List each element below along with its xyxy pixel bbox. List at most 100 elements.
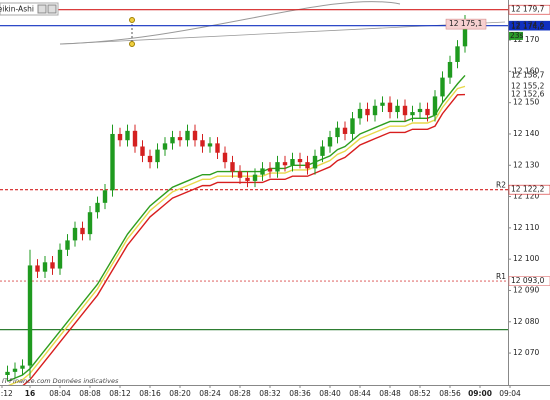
x-tick-label: 08:52 xyxy=(409,389,431,398)
y-tick-label: 12 160 xyxy=(513,66,539,75)
candle-body xyxy=(177,137,183,141)
candle-body xyxy=(207,143,213,147)
level-name: R1 xyxy=(496,272,506,281)
level-name: R2 xyxy=(496,181,506,190)
candle-body xyxy=(72,227,78,241)
candle-body xyxy=(440,77,445,97)
candle-body xyxy=(162,143,168,150)
candle-body xyxy=(350,118,355,134)
y-tick-label: 12 110 xyxy=(513,223,539,232)
candle-body xyxy=(447,61,453,78)
x-tick-label: 08:24 xyxy=(199,389,221,398)
x-tick-label: 09:04 xyxy=(499,389,521,398)
level-tag xyxy=(508,276,550,286)
drawing-curve xyxy=(59,1,401,45)
candle-body xyxy=(245,177,250,181)
x-tick-label: 08:08 xyxy=(79,389,101,398)
x-tick-label: 08:44 xyxy=(349,389,371,398)
level-label: 12 174,6 xyxy=(511,21,545,30)
candle-body xyxy=(305,162,310,169)
candle-body xyxy=(12,368,18,372)
candle-body xyxy=(102,190,108,203)
x-tick-label: 08:48 xyxy=(379,389,401,398)
candle-body xyxy=(455,46,460,62)
x-tick-label: 08:56 xyxy=(439,389,461,398)
ma-label: 12 152,6 xyxy=(511,90,545,99)
candle-body xyxy=(335,127,340,138)
candle-body xyxy=(275,162,280,172)
axis-marker-label: 12 174,2 xyxy=(511,22,545,31)
candle-body xyxy=(297,159,303,163)
candle-body xyxy=(147,155,153,163)
candle-body xyxy=(117,133,123,141)
candle-body xyxy=(192,130,198,141)
level-label: 12 093,0 xyxy=(511,276,545,285)
candle-body xyxy=(42,262,48,272)
candle-body xyxy=(312,155,318,169)
y-tick-label: 12 140 xyxy=(513,129,539,138)
countdown-box xyxy=(509,31,523,40)
candle-body xyxy=(267,168,273,172)
y-tick-label: 12 150 xyxy=(513,98,539,107)
price-tag-box xyxy=(445,18,487,30)
candle-body xyxy=(365,108,370,116)
candle-body xyxy=(380,102,385,106)
y-tick-label: 12 130 xyxy=(513,160,539,169)
x-tick-label: 02:12 xyxy=(0,389,13,398)
candle-body xyxy=(417,108,423,113)
countdown: 23s xyxy=(510,31,524,40)
candle-body xyxy=(35,265,40,272)
price-tag: 12 175,1 xyxy=(449,19,483,28)
candle-body xyxy=(230,162,235,172)
candle-body xyxy=(87,212,93,235)
candle-body xyxy=(462,25,468,47)
legend-icon[interactable] xyxy=(47,4,57,14)
candle-body xyxy=(57,249,63,269)
level-label: 12 122,2 xyxy=(511,185,545,194)
candle-body xyxy=(65,240,70,250)
handle-dot xyxy=(129,41,135,47)
moving-average xyxy=(7,85,466,385)
candle-body xyxy=(125,130,130,141)
candle-body xyxy=(402,105,408,116)
legend-icon[interactable] xyxy=(37,4,47,14)
candle-body xyxy=(5,371,10,375)
x-tick-label: 16 xyxy=(25,389,35,398)
x-tick-label: 08:04 xyxy=(49,389,71,398)
candle-body xyxy=(395,105,400,113)
candle-body xyxy=(132,130,138,147)
y-tick-label: 12 090 xyxy=(513,285,539,294)
candle-body xyxy=(410,112,415,116)
candle-body xyxy=(185,130,190,141)
candle-body xyxy=(140,146,145,156)
x-tick-label: 08:12 xyxy=(109,389,131,398)
ma-label: 12 155,2 xyxy=(511,81,545,90)
candle-body xyxy=(357,108,363,119)
candle-body xyxy=(27,265,33,366)
candle-body xyxy=(387,102,393,113)
level-tag xyxy=(508,184,550,195)
candle-body xyxy=(50,262,55,269)
candle-body xyxy=(425,108,430,116)
candle-body xyxy=(252,174,258,181)
level-tag xyxy=(508,4,550,15)
y-tick-label: 12 100 xyxy=(513,254,539,263)
handle-dot xyxy=(129,17,135,23)
candle-body xyxy=(95,202,100,213)
x-tick-label: 08:32 xyxy=(259,389,281,398)
candle-body xyxy=(432,96,438,116)
legend-box: Heikin-Ashi xyxy=(0,2,59,16)
chart-title: Heikin-Ashi xyxy=(0,5,34,14)
candle-body xyxy=(200,140,205,147)
level-label: 12 179,7 xyxy=(511,5,545,14)
candle-body xyxy=(260,168,265,175)
candle-body xyxy=(155,149,160,163)
candle-body xyxy=(237,171,243,178)
x-tick-label: 08:36 xyxy=(289,389,311,398)
candle-body xyxy=(222,152,228,163)
candle-body xyxy=(80,227,85,235)
footer: IT-Finance.com Données indicatives xyxy=(2,377,119,385)
level-tag xyxy=(508,20,550,31)
x-tick-label: 08:20 xyxy=(169,389,191,398)
